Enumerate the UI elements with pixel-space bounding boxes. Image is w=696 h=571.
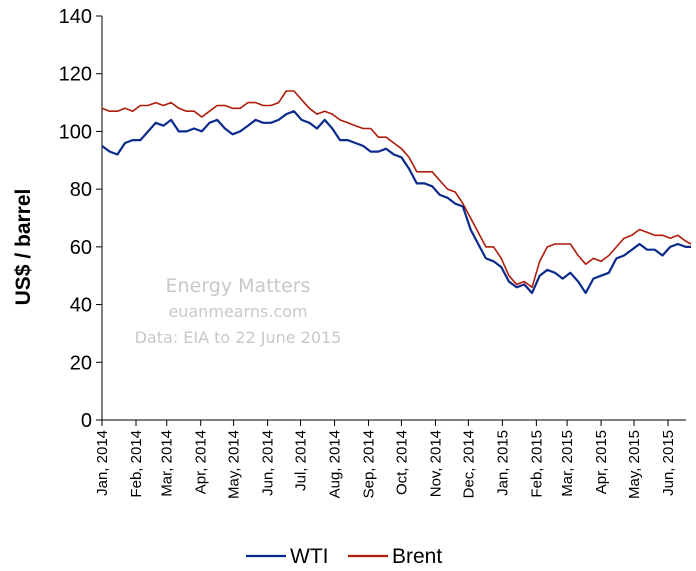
x-tick-label: May, 2014 [226,430,243,499]
x-tick-label: Jun, 2015 [660,430,677,496]
x-axis: Jan, 2014 Feb, 2014 Mar, 2014 Apr, 2014 May,… [94,419,686,499]
x-tick-label: Feb, 2014 [128,430,145,498]
watermark: Energy Matters euanmearns.com Data: EIA … [135,275,342,347]
watermark-source: Data: EIA to 22 June 2015 [135,328,342,347]
x-tick-label: May, 2015 [626,430,643,499]
y-tick-label: 0 [81,410,92,432]
y-axis: 0 20 40 60 80 100 120 140 [59,6,103,432]
series-line-brent [101,90,692,289]
x-tick-label: Apr, 2015 [593,430,610,494]
x-tick-label: Mar, 2015 [559,430,576,497]
legend-label-brent: Brent [392,545,442,568]
legend-label-wti: WTI [290,545,328,568]
series-layer [101,90,692,295]
x-tick-label: Aug, 2014 [327,430,344,498]
series-line-wti [101,110,691,295]
x-tick-label: Apr, 2014 [193,430,210,494]
y-tick-label: 100 [59,121,92,143]
x-tick-label: Jan, 2015 [494,430,511,496]
y-tick-label: 60 [70,237,92,259]
x-tick-label: Oct, 2014 [393,430,410,495]
y-axis-label: US$ / barrel [12,189,35,306]
x-tick-label: Nov, 2014 [427,430,444,497]
y-tick-label: 20 [70,352,92,374]
watermark-title: Energy Matters [166,275,311,297]
x-tick-label: Mar, 2014 [159,430,176,497]
y-tick-label: 40 [70,295,92,317]
x-tick-label: Jul, 2014 [293,430,310,491]
x-tick-label: Sep, 2014 [361,430,378,498]
x-tick-label: Jun, 2014 [260,430,277,496]
x-tick-label: Dec, 2014 [460,430,477,498]
legend: WTI Brent [246,545,442,568]
x-tick-label: Jan, 2014 [94,430,111,496]
x-tick-label: Feb, 2015 [528,430,545,498]
y-tick-label: 80 [70,179,92,201]
y-tick-label: 120 [59,64,92,86]
y-tick-label: 140 [59,6,92,28]
watermark-site: euanmearns.com [168,302,307,321]
